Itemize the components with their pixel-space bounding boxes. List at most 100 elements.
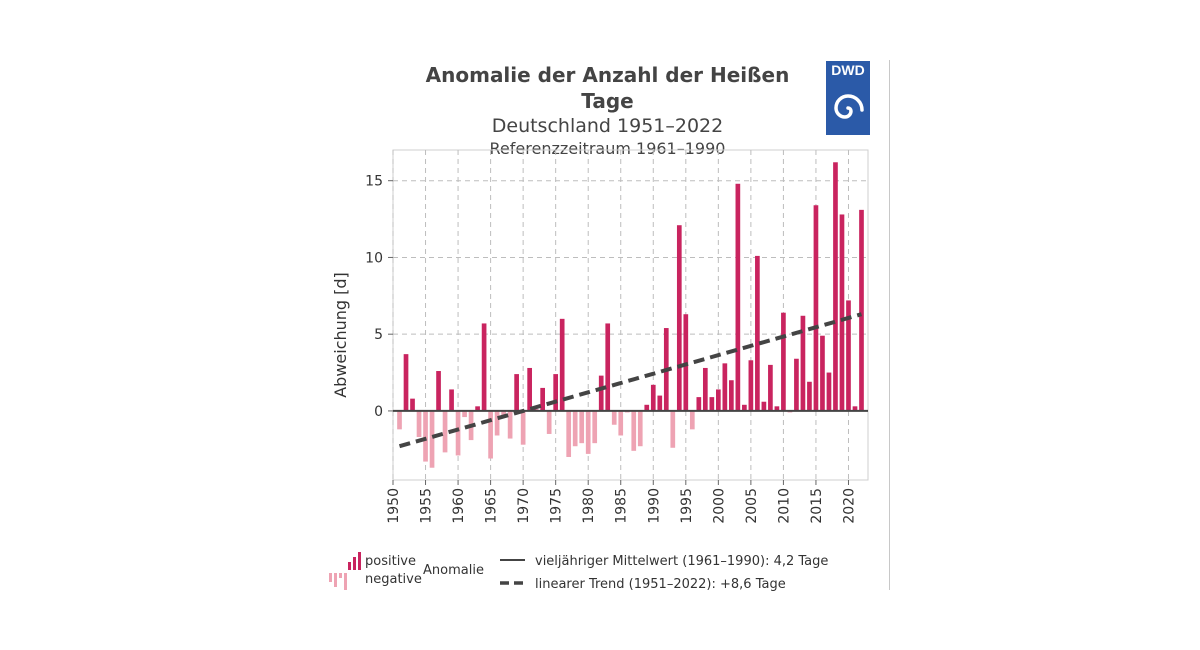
chart-subtitle: Deutschland 1951–2022 — [491, 115, 724, 137]
bar-1966 — [494, 410, 500, 436]
bar-1951 — [397, 410, 402, 430]
bar-1975 — [553, 374, 559, 411]
bar-1969 — [514, 374, 519, 411]
bar-1956 — [429, 410, 435, 468]
bar-1958 — [442, 410, 448, 453]
trend-line — [398, 312, 863, 449]
bar-1980 — [585, 410, 591, 454]
bar-1960 — [455, 410, 461, 456]
bar-2012 — [794, 358, 799, 411]
bar-1990 — [650, 384, 656, 411]
bar-1971 — [527, 367, 532, 411]
bar-1959 — [449, 389, 454, 411]
dwd-logo-text: DWD — [831, 62, 865, 78]
trend-layer — [398, 312, 863, 449]
bar-1979 — [579, 410, 585, 444]
bar-2018 — [833, 162, 838, 411]
bar-1988 — [637, 410, 643, 447]
x-tick-label: 2005 — [744, 488, 760, 524]
legend-anomaly-icon — [329, 552, 361, 590]
legend: positive negative Anomalie vieljähriger … — [329, 552, 828, 592]
bar-1974 — [546, 410, 552, 434]
x-tick-label: 1975 — [549, 488, 565, 524]
x-tick-label: 2015 — [809, 488, 825, 524]
legend-negative-bar — [334, 573, 337, 587]
bar-2000 — [716, 389, 721, 411]
bar-1961 — [462, 410, 467, 418]
bar-1978 — [572, 410, 578, 447]
bar-1977 — [566, 410, 572, 457]
bar-1987 — [631, 410, 637, 451]
bar-1991 — [657, 395, 663, 411]
x-tick-label: 1955 — [419, 488, 435, 524]
dwd-spiral-icon — [834, 94, 864, 119]
bar-1996 — [689, 410, 695, 430]
chart-svg: 1950 1955 1960 1965 1970 1975 1980 1985 1990 1995… — [329, 149, 869, 592]
bar-1976 — [559, 318, 565, 411]
bar-1952 — [403, 354, 409, 411]
bar-1957 — [436, 371, 441, 411]
legend-mean: vieljähriger Mittelwert (1961–1990): 4,2… — [535, 554, 828, 569]
y-tick-label: 5 — [374, 327, 383, 343]
bar-2002 — [729, 380, 734, 411]
x-tick-label: 1980 — [581, 488, 597, 524]
bar-1973 — [540, 387, 545, 411]
legend-anomaly: Anomalie — [423, 563, 484, 578]
x-tick-label: 2020 — [841, 488, 857, 524]
legend-positive: positive — [365, 554, 416, 569]
legend-negative-bar — [344, 573, 347, 590]
bar-1963 — [475, 406, 480, 411]
bar-1983 — [605, 323, 611, 411]
bar-1997 — [696, 397, 702, 411]
bar-2015 — [813, 205, 819, 411]
bar-1984 — [611, 410, 617, 425]
legend-positive-bar — [358, 552, 361, 570]
bar-1994 — [676, 225, 682, 411]
bar-1953 — [410, 398, 415, 411]
bar-2003 — [735, 183, 741, 411]
bar-1954 — [416, 410, 422, 438]
bar-2009 — [774, 406, 780, 411]
bar-2019 — [839, 214, 845, 411]
legend-negative-bar — [339, 573, 342, 578]
bars — [397, 162, 864, 468]
legend-positive-bar — [348, 562, 351, 570]
x-tick-label: 2000 — [711, 488, 727, 524]
bar-2022 — [859, 209, 864, 411]
bar-2014 — [807, 381, 812, 411]
bar-2021 — [852, 406, 858, 411]
x-tick-label: 1965 — [484, 488, 500, 524]
bar-2006 — [755, 255, 760, 411]
bar-1989 — [644, 404, 650, 411]
chart-title: Anomalie der Anzahl der Heißen Tage — [425, 63, 790, 113]
bar-2020 — [846, 300, 851, 411]
bar-1967 — [501, 410, 506, 418]
bar-1985 — [618, 410, 624, 436]
y-axis-label: Abweichung [d] — [331, 272, 350, 398]
bar-1993 — [670, 410, 676, 448]
bar-1955 — [423, 410, 428, 462]
bar-1981 — [592, 410, 598, 444]
axes: 1950 1955 1960 1965 1970 1975 1980 1985 1990 1995… — [365, 174, 868, 524]
legend-positive-bar — [353, 557, 356, 570]
x-tick-label: 1990 — [646, 488, 662, 524]
legend-negative-bar — [329, 573, 332, 582]
x-tick-label: 1970 — [516, 488, 532, 524]
vertical-divider — [889, 60, 890, 590]
plot-frame — [392, 149, 869, 481]
legend-negative: negative — [365, 572, 422, 587]
bar-2008 — [768, 364, 773, 411]
bar-1970 — [520, 410, 526, 445]
bar-2010 — [781, 312, 786, 411]
bar-1998 — [702, 367, 708, 411]
bar-2001 — [722, 363, 728, 411]
x-tick-label: 2010 — [776, 488, 792, 524]
bar-1982 — [598, 375, 604, 411]
y-tick-label: 10 — [365, 250, 383, 266]
bar-1999 — [709, 397, 715, 411]
x-tick-label: 1985 — [614, 488, 630, 524]
bar-2016 — [820, 335, 825, 411]
bar-2004 — [742, 404, 747, 411]
x-tick-label: 1995 — [679, 488, 695, 524]
bar-2013 — [800, 315, 806, 411]
